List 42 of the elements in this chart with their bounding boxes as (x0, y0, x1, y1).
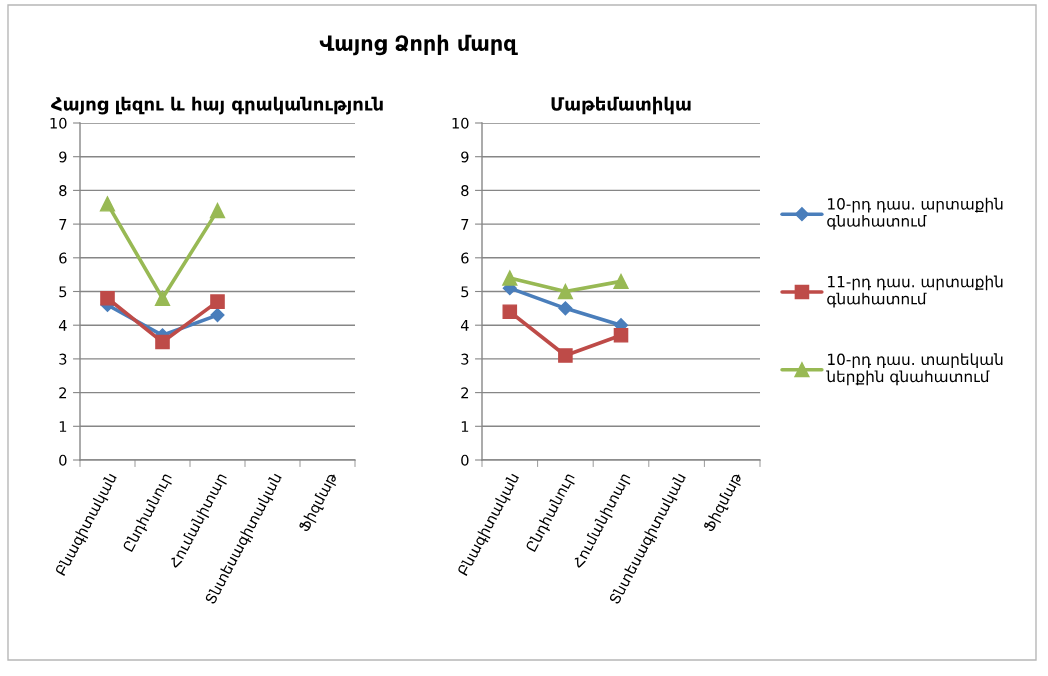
y-tick-label: 2 (59, 387, 67, 399)
y-tick-label: 9 (461, 151, 469, 163)
y-tick-label: 0 (461, 454, 469, 466)
y-tick-label: 4 (460, 320, 469, 331)
point (209, 202, 226, 219)
y-tick-label: 5 (59, 286, 67, 298)
point (613, 328, 629, 343)
point (502, 304, 518, 320)
legend-label: 11-րդ դաս. արտաքին գնահատում (827, 275, 1003, 308)
y-tick-label: 4 (58, 320, 67, 331)
point (613, 273, 629, 290)
y-tick-label: 8 (461, 185, 469, 197)
point (210, 308, 225, 323)
point (100, 290, 115, 306)
y-tick-label: 7 (461, 219, 469, 230)
y-tick-label: 9 (59, 151, 67, 163)
point (155, 334, 170, 350)
point (210, 294, 225, 309)
y-tick-label: 1 (461, 421, 469, 432)
y-tick-label: 1 (59, 421, 67, 432)
y-tick-label: 6 (461, 252, 469, 264)
y-tick-label: 0 (59, 454, 67, 466)
point (558, 348, 573, 363)
y-tick-label: 7 (59, 219, 67, 230)
y-tick-label: 10 (452, 117, 469, 129)
y-tick-label: 2 (461, 387, 469, 399)
chart-subtitle: Հայոց լեզու և հայ գրականություն (50, 96, 383, 115)
legend-label: 10-րդ դաս. արտաքին գնահատում (827, 197, 1003, 230)
y-tick-label: 3 (461, 353, 469, 365)
point (502, 270, 518, 286)
point (154, 290, 171, 306)
text: Վայոց Ձորի մարզ (319, 34, 518, 56)
point (557, 283, 574, 300)
y-tick-label: 3 (59, 353, 67, 365)
point (99, 196, 116, 212)
y-tick-label: 5 (461, 286, 469, 298)
y-tick-label: 6 (59, 252, 67, 264)
chart-subtitle: Մաթեմատիկա (551, 96, 691, 115)
point (558, 301, 573, 316)
y-tick-label: 10 (50, 117, 67, 129)
legend-label: 10-րդ դաս. տարեկան ներքին գնահատում (826, 353, 1003, 386)
y-tick-label: 8 (59, 185, 67, 197)
